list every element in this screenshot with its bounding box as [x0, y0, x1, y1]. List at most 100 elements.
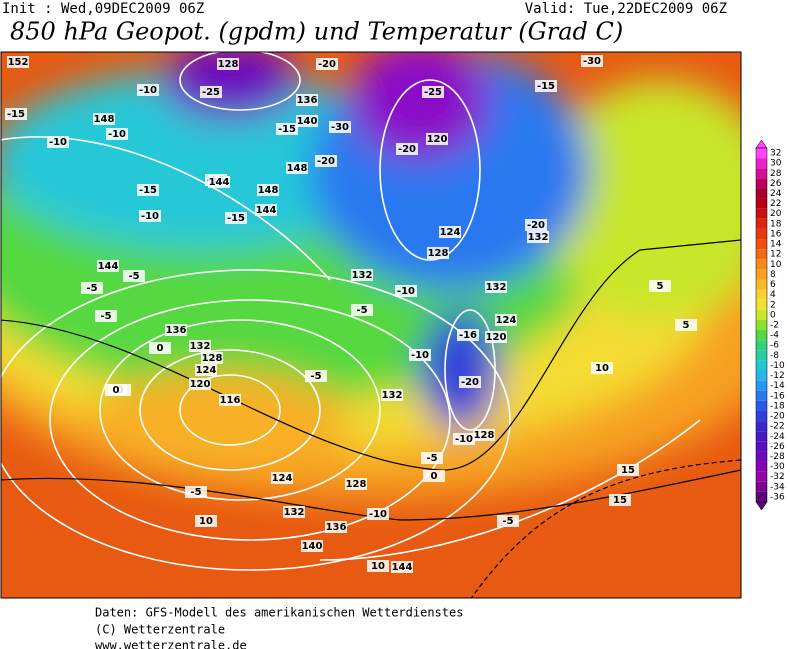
contour-label: -15 — [227, 213, 245, 224]
footer-source: Daten: GFS-Modell des amerikanischen Wet… — [95, 606, 463, 620]
contour-label: -5 — [128, 271, 139, 282]
contour-label: -20 — [527, 220, 545, 231]
contour-label: -10 — [141, 211, 159, 222]
contour-label-bg — [473, 429, 495, 441]
contour-label: 132 — [352, 270, 373, 281]
contour-label: 124 — [440, 227, 461, 238]
contour-label-bg — [395, 285, 417, 297]
contour-label-bg — [137, 84, 159, 96]
colorbar-label: -26 — [770, 442, 785, 452]
contour-label-bg — [316, 58, 338, 70]
contour-label-bg — [453, 433, 475, 445]
contour-label-bg — [219, 394, 241, 406]
contour-label-bg — [185, 486, 207, 498]
colorbar-label: -22 — [770, 422, 785, 432]
contour-label: -15 — [139, 185, 157, 196]
colorbar-label: -24 — [770, 432, 785, 442]
contour-label: 0 — [113, 385, 120, 396]
contour-label: -10 — [108, 129, 126, 140]
contour-label-bg — [217, 58, 239, 70]
contour-label: 128 — [474, 430, 495, 441]
colorbar-label: 4 — [770, 290, 776, 300]
colorbar-swatch — [756, 218, 767, 229]
contour-label: 148 — [287, 163, 308, 174]
colorbar-swatch — [756, 208, 767, 219]
contour-label: 120 — [427, 134, 448, 145]
contour-label-bg — [195, 364, 217, 376]
contour-label: 144 — [392, 562, 413, 573]
contour-label: -5 — [502, 516, 513, 527]
contour-label-bg — [329, 121, 351, 133]
contour-label-bg — [485, 281, 507, 293]
contour-label-bg — [271, 472, 293, 484]
colorbar-swatch — [756, 228, 767, 240]
colorbar-arrow-top — [755, 139, 768, 149]
contour-label-bg — [325, 521, 347, 533]
colorbar-label: 32 — [770, 149, 781, 159]
contour-label: -5 — [310, 371, 321, 382]
colorbar-label: 0 — [770, 310, 776, 320]
colorbar-swatch — [756, 299, 767, 310]
colorbar-swatch — [756, 269, 767, 280]
contour-label-bg — [189, 378, 211, 390]
contour-label: 136 — [166, 325, 187, 336]
contour-label: 132 — [190, 341, 211, 352]
contour-label: -15 — [7, 109, 25, 120]
contour-label-bg — [200, 86, 222, 98]
colorbar-swatch — [756, 410, 767, 422]
contour-label-bg — [527, 231, 549, 243]
contour-label: 10 — [595, 363, 609, 374]
colorbar-label: -32 — [770, 472, 785, 482]
footer-copyright: (C) Wetterzentrale — [95, 623, 225, 637]
colorbar-label: -14 — [770, 381, 785, 391]
colorbar-swatch — [756, 148, 767, 159]
contour-label-bg — [426, 133, 448, 145]
contour-label: 15 — [613, 495, 627, 506]
contour-label-bg — [497, 515, 519, 527]
contour-label: -20 — [318, 59, 336, 70]
contour-label-bg — [427, 247, 449, 259]
contour-label-bg — [225, 212, 247, 224]
colorbar-label: -12 — [770, 371, 785, 381]
contour-label: 10 — [199, 516, 213, 527]
contour-label-bg — [137, 184, 159, 196]
contour-label-bg — [149, 342, 171, 354]
footer-url: www.wetterzentrale.de — [95, 639, 247, 649]
colorbar-swatch — [756, 431, 767, 442]
contour-label-bg — [257, 184, 279, 196]
colorbar-label: -28 — [770, 452, 785, 462]
contour-label: 144 — [98, 261, 119, 272]
colorbar-label: 20 — [770, 209, 782, 219]
colorbar-swatch — [756, 279, 767, 290]
contour-label: 124 — [272, 473, 293, 484]
contour-label: 132 — [284, 507, 305, 518]
map-frame — [0, 51, 742, 599]
colorbar-swatch — [756, 360, 767, 371]
colorbar-swatch — [756, 390, 767, 401]
contour-label-bg — [345, 478, 367, 490]
colorbar-label: 16 — [770, 229, 782, 239]
contour-label-bg — [305, 370, 327, 382]
contour-label-bg — [581, 55, 603, 67]
contour-label-bg — [105, 384, 127, 396]
contour-label: 120 — [190, 379, 211, 390]
contour-label-bg — [5, 108, 27, 120]
colorbar-swatch — [756, 330, 767, 341]
colorbar-label: -20 — [770, 412, 785, 422]
contour-label: -15 — [537, 81, 555, 92]
colorbar-swatch — [756, 370, 767, 381]
colorbar-label: 18 — [770, 219, 782, 229]
contour-label-bg — [296, 115, 318, 127]
contour-label: 124 — [496, 315, 517, 326]
contour-label: 5 — [657, 281, 664, 292]
contour-label: -10 — [139, 85, 157, 96]
contour-label-bg — [97, 260, 119, 272]
contour-label: 120 — [486, 332, 507, 343]
contour-label-bg — [485, 331, 507, 343]
contour-label-bg — [367, 560, 389, 572]
map-field: 152 128-25-20-10-15 148-10136140-30-15-25-… — [1, 52, 741, 598]
colorbar-label: -10 — [770, 361, 785, 371]
colorbar-label: 24 — [770, 189, 782, 199]
colorbar-swatch — [756, 421, 767, 432]
